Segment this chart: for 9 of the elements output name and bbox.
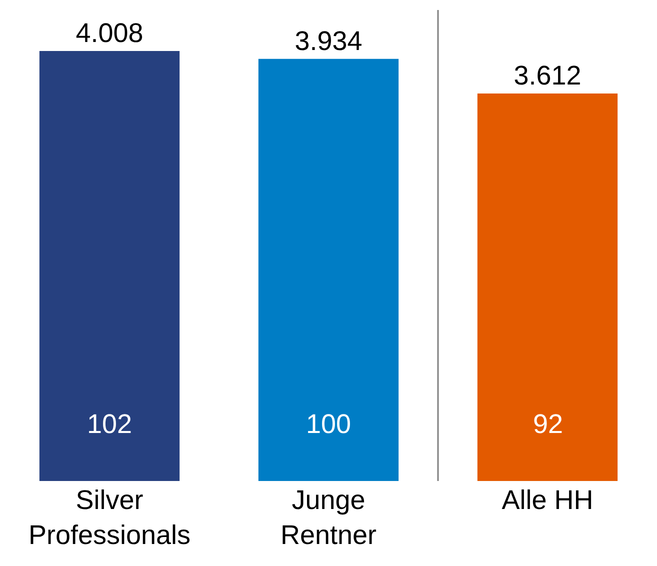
data-label: 3.612 <box>514 60 582 90</box>
x-tick-label: Alle HH <box>502 485 594 515</box>
annotation: 102 <box>87 409 132 439</box>
annotation: 92 <box>533 409 564 439</box>
data-label: 3.934 <box>294 26 362 56</box>
x-tick-label: Silver Professionals <box>28 485 191 550</box>
x-tick-label: Junge Rentner <box>280 485 377 550</box>
data-label: 4.008 <box>76 18 144 48</box>
annotation: 100 <box>306 409 352 439</box>
